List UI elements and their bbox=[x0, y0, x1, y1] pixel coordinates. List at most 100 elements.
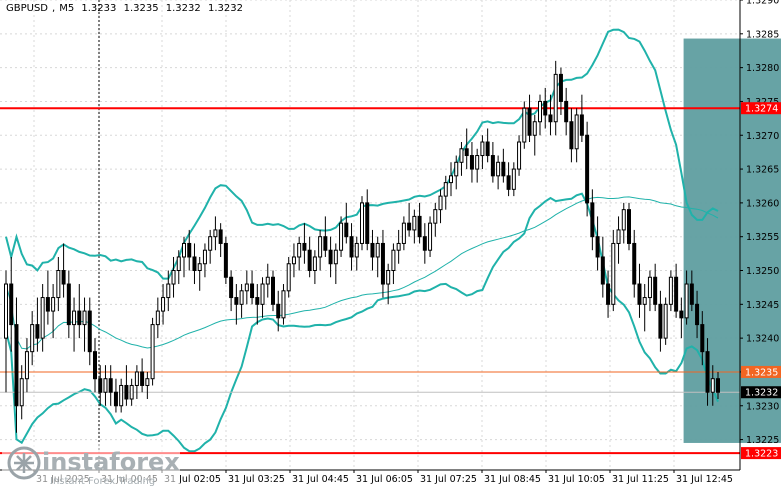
candle-body bbox=[45, 297, 50, 312]
candle-body bbox=[532, 121, 537, 136]
candle-body bbox=[689, 283, 694, 305]
candle-body bbox=[621, 209, 626, 231]
y-tick-label: 1.3265 bbox=[746, 165, 779, 176]
candle-body bbox=[679, 310, 684, 319]
candle-body bbox=[150, 324, 155, 380]
candle-body bbox=[82, 310, 87, 326]
y-tick-label: 1.3250 bbox=[746, 266, 779, 277]
candle-body bbox=[653, 276, 658, 305]
candle-body bbox=[103, 378, 108, 393]
candle-body bbox=[443, 182, 448, 197]
candle-body bbox=[710, 378, 715, 393]
x-tick-label: 31 Jul 03:25 bbox=[228, 474, 285, 485]
close-value: 1.3232 bbox=[207, 3, 243, 14]
candle-body bbox=[119, 384, 124, 407]
candle-body bbox=[349, 236, 354, 258]
candle-body bbox=[527, 107, 532, 136]
price-tag-label: 1.3223 bbox=[745, 449, 778, 460]
candle-body bbox=[318, 236, 323, 258]
candle-body bbox=[333, 249, 338, 265]
candle-body bbox=[56, 270, 61, 299]
candle-body bbox=[501, 161, 506, 177]
candle-body bbox=[716, 378, 720, 393]
candle-body bbox=[113, 391, 118, 407]
logo-star-icon bbox=[14, 453, 34, 473]
y-tick-label: 1.3290 bbox=[746, 0, 779, 7]
candle-body bbox=[4, 283, 8, 339]
candle-body bbox=[606, 283, 611, 305]
candle-body bbox=[14, 324, 19, 407]
candle-body bbox=[459, 148, 464, 163]
candle-body bbox=[380, 242, 385, 285]
candle-body bbox=[642, 297, 647, 305]
y-tick-label: 1.3280 bbox=[746, 63, 779, 74]
chart-title: GBPUSD, M5 1.3233 1.3235 1.3232 1.3232 bbox=[6, 3, 247, 14]
candle-body bbox=[695, 303, 700, 326]
candle-body bbox=[244, 283, 249, 292]
y-tick-label: 1.3225 bbox=[746, 435, 779, 446]
y-tick-label: 1.3245 bbox=[746, 300, 779, 311]
candle-body bbox=[658, 303, 663, 339]
candle-body bbox=[234, 297, 239, 305]
x-tick-label: 31 Jul 12:45 bbox=[676, 474, 733, 485]
low-value: 1.3232 bbox=[165, 3, 201, 14]
logo-tagline-text: Instant Forex Trading bbox=[50, 476, 155, 487]
candle-body bbox=[344, 222, 349, 238]
candle-body bbox=[647, 276, 652, 299]
candle-body bbox=[365, 202, 370, 244]
candle-body bbox=[339, 222, 344, 251]
candle-body bbox=[558, 73, 563, 102]
candle-body bbox=[517, 141, 522, 170]
candle-body bbox=[24, 351, 29, 380]
candle-body bbox=[72, 310, 77, 326]
candle-body bbox=[66, 283, 71, 326]
candle-body bbox=[407, 222, 412, 231]
candle-body bbox=[192, 256, 197, 272]
candle-body bbox=[548, 114, 553, 123]
candle-body bbox=[574, 114, 579, 150]
candle-body bbox=[616, 229, 621, 244]
timeframe-value: M5 bbox=[59, 3, 75, 14]
candle-body bbox=[87, 310, 92, 353]
candle-body bbox=[260, 283, 265, 305]
candle-body bbox=[375, 242, 380, 258]
candle-body bbox=[490, 155, 495, 177]
candle-body bbox=[281, 290, 286, 319]
candle-body bbox=[229, 276, 234, 299]
x-tick-label: 31 Jul 10:05 bbox=[548, 474, 605, 485]
candle-body bbox=[61, 270, 66, 285]
candle-body bbox=[108, 378, 113, 393]
candle-body bbox=[223, 242, 228, 278]
candle-body bbox=[239, 290, 244, 305]
y-tick-label: 1.3255 bbox=[746, 232, 779, 243]
candle-body bbox=[312, 256, 317, 272]
candle-body bbox=[553, 73, 558, 123]
symbol-label: GBPUSD bbox=[6, 3, 49, 14]
candle-body bbox=[632, 242, 637, 285]
candle-body bbox=[506, 175, 511, 190]
candle-body bbox=[77, 310, 82, 326]
candle-body bbox=[19, 378, 24, 407]
candle-body bbox=[265, 276, 270, 285]
candle-body bbox=[145, 378, 150, 386]
candle-body bbox=[129, 384, 134, 400]
candle-body bbox=[449, 175, 453, 184]
candle-body bbox=[464, 148, 469, 157]
candle-body bbox=[438, 195, 443, 211]
candle-body bbox=[433, 209, 438, 224]
x-tick-label: 31 Jul 06:05 bbox=[356, 474, 413, 485]
candle-body bbox=[668, 276, 673, 305]
candle-body bbox=[182, 242, 186, 258]
candle-body bbox=[171, 270, 176, 285]
candle-body bbox=[569, 121, 574, 150]
candle-body bbox=[627, 209, 631, 244]
logo-brand-text: instaforex bbox=[42, 448, 180, 476]
x-tick-label: 31 Jul 08:45 bbox=[484, 474, 541, 485]
candle-body bbox=[454, 161, 459, 177]
candle-body bbox=[98, 378, 103, 393]
candle-body bbox=[140, 371, 145, 386]
candle-body bbox=[354, 242, 359, 258]
high-value: 1.3235 bbox=[123, 3, 159, 14]
